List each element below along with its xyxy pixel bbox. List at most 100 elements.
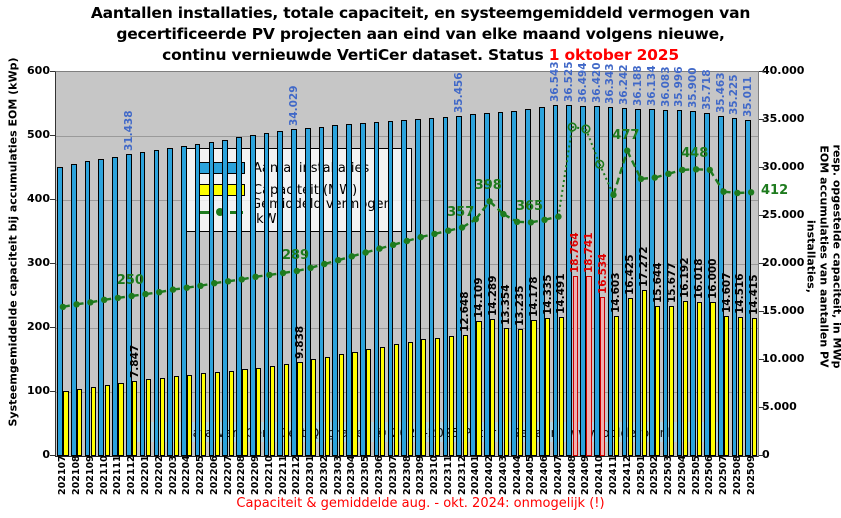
avg-point xyxy=(390,241,397,248)
capacity-value-label: 16.192 xyxy=(679,257,692,298)
tick-mark xyxy=(50,71,55,72)
avg-point xyxy=(335,257,342,264)
capacity-value-label: 14.109 xyxy=(472,277,485,318)
bar-installations xyxy=(263,133,270,456)
x-tick-label: 202205 xyxy=(195,455,207,495)
installations-value-label: 36.543 xyxy=(549,61,562,103)
tick-mark xyxy=(50,135,55,136)
capacity-value-label: 14.415 xyxy=(748,274,761,315)
avg-point xyxy=(747,189,755,196)
bar-installations xyxy=(635,108,641,456)
bar-capacity xyxy=(517,328,523,456)
capacity-value-label: 14.607 xyxy=(720,272,733,313)
capacity-value-label: 14.178 xyxy=(527,276,540,317)
avg-point xyxy=(445,227,452,234)
x-tick-label: 202502 xyxy=(649,455,661,495)
bar-capacity xyxy=(379,346,386,456)
x-tick-label: 202204 xyxy=(181,455,193,495)
x-tick-label: 202212 xyxy=(291,455,303,495)
bar-installations xyxy=(662,109,669,456)
x-tick-label: 202203 xyxy=(167,455,179,495)
bar-installations xyxy=(153,150,160,456)
tick-mark xyxy=(759,71,764,72)
x-tick-label: 202506 xyxy=(704,455,716,495)
bar-capacity xyxy=(669,305,675,456)
left-axis-tick-label: 200 xyxy=(27,320,50,333)
avg-point xyxy=(458,224,466,231)
installations-value-label: 36.242 xyxy=(618,64,631,106)
left-axis-tick-label: 500 xyxy=(27,128,50,141)
avg-power-value-label: 365 xyxy=(515,199,544,215)
bar-capacity xyxy=(421,339,427,456)
avg-power-value-label: 250 xyxy=(116,273,144,288)
bar-installations xyxy=(704,113,710,456)
avg-point xyxy=(610,191,617,199)
tick-mark xyxy=(50,327,55,328)
avg-point xyxy=(555,213,562,220)
installations-value-label: 35.463 xyxy=(714,72,727,113)
avg-point xyxy=(128,292,135,300)
bar-installations xyxy=(401,119,407,456)
x-tick-label: 202410 xyxy=(594,455,606,495)
bar-capacity-impossible xyxy=(586,276,592,456)
bar-installations xyxy=(194,143,201,456)
bar-capacity xyxy=(435,337,441,456)
status-date: 1 oktober 2025 xyxy=(548,46,679,64)
bar-capacity xyxy=(283,363,289,456)
x-tick-label: 202404 xyxy=(511,455,523,495)
tick-mark xyxy=(759,215,764,216)
bar-installations xyxy=(470,114,476,456)
bar-installations xyxy=(717,115,724,456)
capacity-value-label-impossible: 16.534 xyxy=(596,253,609,295)
x-tick-label: 202409 xyxy=(580,455,592,495)
tick-mark xyxy=(50,263,55,264)
bar-capacity-impossible xyxy=(572,275,578,456)
avg-point xyxy=(541,216,548,223)
x-tick-label: 202109 xyxy=(84,455,96,495)
bar-installations xyxy=(346,124,352,456)
tick-mark xyxy=(50,199,55,200)
avg-point xyxy=(266,271,273,279)
bar-installations xyxy=(442,116,449,456)
installations-value-label: 34.029 xyxy=(287,85,300,127)
x-tick-label: 202303 xyxy=(332,455,344,495)
capacity-value-label: 14.516 xyxy=(734,273,747,314)
gridline xyxy=(56,264,758,265)
bar-installations xyxy=(304,127,311,456)
bar-installations xyxy=(566,105,573,456)
avg-point xyxy=(183,284,190,291)
avg-power-value-label: 448 xyxy=(681,146,709,162)
x-tick-label: 202504 xyxy=(676,455,688,495)
x-tick-label: 202309 xyxy=(415,455,427,495)
installations-value-label: 35.996 xyxy=(673,66,686,108)
bar-capacity xyxy=(710,302,716,456)
bar-capacity xyxy=(311,359,317,456)
bar-capacity xyxy=(159,377,165,456)
bar-installations xyxy=(373,121,380,456)
capacity-value-label: 14.335 xyxy=(541,274,554,316)
bar-capacity xyxy=(242,369,248,456)
bar-capacity xyxy=(256,367,262,456)
dot-icon xyxy=(216,208,224,216)
left-axis-tick-label: 300 xyxy=(27,256,50,269)
plot-area: Aantal installaties Capaciteit (MW) Gemi… xyxy=(55,62,761,457)
x-tick-label: 202211 xyxy=(277,455,289,495)
avg-point-estimated xyxy=(567,122,577,132)
capacity-value-label: 17.272 xyxy=(638,246,651,288)
x-tick-label: 202507 xyxy=(718,455,730,495)
tick-mark xyxy=(759,407,764,408)
avg-line-segment-estimated xyxy=(572,126,587,130)
bar-installations xyxy=(249,135,256,456)
gridline xyxy=(56,136,758,137)
x-tick-label: 202402 xyxy=(484,455,496,495)
bar-installations xyxy=(208,141,215,456)
bar-installations xyxy=(236,137,242,456)
avg-point xyxy=(321,260,328,268)
avg-point xyxy=(403,237,411,245)
bar-capacity xyxy=(682,300,688,456)
avg-point xyxy=(101,296,108,303)
bar-installations xyxy=(222,139,228,456)
avg-point xyxy=(197,282,204,289)
avg-point xyxy=(73,301,80,308)
bar-capacity xyxy=(77,389,83,456)
